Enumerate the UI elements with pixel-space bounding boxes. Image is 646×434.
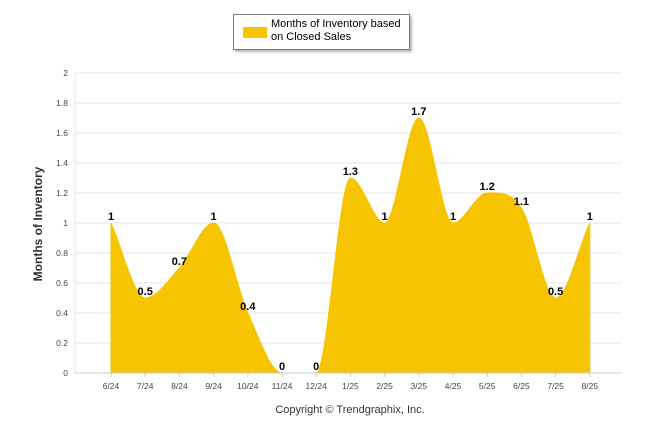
x-tick-label: 6/24	[103, 381, 120, 391]
data-label: 1.2	[480, 181, 495, 193]
y-tick-label: 1.6	[56, 128, 68, 138]
legend-label: Months of Inventory based on Closed Sale…	[271, 18, 401, 43]
x-axis-ticks: 6/24 7/24 8/24 9/24 10/24 11/24 12/24 1/25 2/25 3…	[75, 372, 622, 391]
x-tick-label: 2/25	[376, 381, 393, 391]
x-tick-label: 7/25	[547, 381, 564, 391]
y-tick-label: 1	[63, 218, 68, 228]
data-label: 0.4	[240, 301, 256, 313]
data-label: 1	[108, 211, 114, 223]
data-labels: 1 0.5 0.7 1 0.4 0 0 1.3 1 1.7 1 1.2 1.1 0.5 1	[108, 106, 593, 373]
x-tick-label: 5/25	[479, 381, 496, 391]
y-tick-label: 0.2	[56, 338, 68, 348]
y-tick-label: 0.4	[56, 308, 68, 318]
x-tick-label: 6/25	[513, 381, 530, 391]
y-tick-label: 0.8	[56, 248, 68, 258]
series-area	[110, 117, 591, 374]
y-tick-label: 0	[63, 368, 68, 378]
y-axis-title: Months of Inventory	[31, 166, 45, 281]
legend-swatch	[243, 27, 267, 38]
data-label: 0	[279, 361, 285, 373]
data-label: 1	[450, 211, 456, 223]
data-label: 0	[313, 361, 319, 373]
y-tick-label: 0.6	[56, 278, 68, 288]
x-tick-label: 11/24	[272, 381, 293, 391]
x-tick-label: 9/24	[205, 381, 222, 391]
x-tick-label: 1/25	[342, 381, 359, 391]
data-label: 0.7	[172, 256, 187, 268]
y-tick-label: 1.8	[56, 98, 68, 108]
x-tick-label: 4/25	[445, 381, 462, 391]
copyright-text: Copyright © Trendgraphix, Inc.	[275, 404, 424, 416]
y-tick-label: 2	[63, 68, 68, 78]
data-label: 1.3	[343, 166, 358, 178]
y-tick-label: 1.2	[56, 188, 68, 198]
data-label: 1.7	[411, 106, 426, 118]
x-tick-label: 7/24	[137, 381, 154, 391]
chart-legend: Months of Inventory based on Closed Sale…	[233, 14, 410, 50]
x-tick-label: 12/24	[306, 381, 328, 391]
data-label: 1	[382, 211, 388, 223]
series-area-path	[110, 117, 591, 374]
x-tick-label: 8/25	[582, 381, 599, 391]
data-label: 1.1	[514, 196, 529, 208]
data-label: 1	[211, 211, 217, 223]
x-tick-label: 3/25	[411, 381, 428, 391]
data-label: 1	[587, 211, 593, 223]
y-tick-label: 1.4	[56, 158, 68, 168]
data-label: 0.5	[548, 286, 563, 298]
x-tick-label: 10/24	[237, 381, 259, 391]
y-axis-ticks: 0 0.2 0.4 0.6 0.8 1 1.2 1.4 1.6 1.8 2	[56, 68, 68, 378]
data-label: 0.5	[138, 286, 153, 298]
x-tick-label: 8/24	[171, 381, 188, 391]
